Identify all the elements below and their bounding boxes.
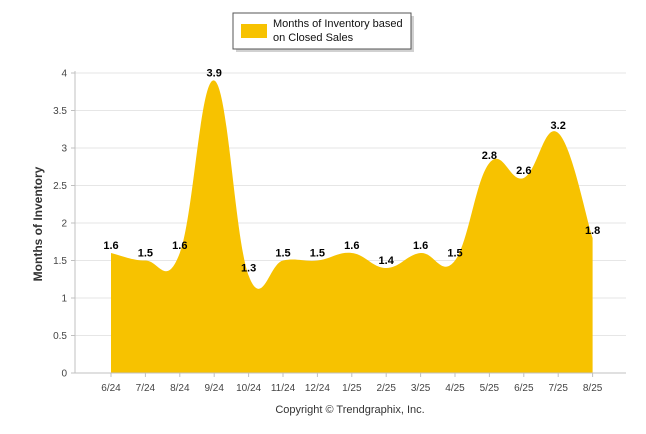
y-tick-label: 1 xyxy=(61,294,67,305)
data-labels: 1.6 1.5 1.6 3.9 1.3 1.5 1.5 1.6 1.4 1.6 1.5 2.8 2.6 3… xyxy=(103,68,600,275)
copyright-credit: Copyright © Trendgraphix, Inc. xyxy=(275,404,424,416)
y-tick-label: 2 xyxy=(61,219,67,230)
y-tick-label: 4 xyxy=(61,69,67,80)
x-tick-label: 11/24 xyxy=(271,383,296,394)
x-tick-label: 8/25 xyxy=(583,383,603,394)
x-tick-label: 8/24 xyxy=(170,383,190,394)
legend: Months of Inventory based on Closed Sale… xyxy=(232,12,414,52)
x-tick-label: 2/25 xyxy=(376,383,396,394)
x-tick-label: 7/25 xyxy=(548,383,568,394)
x-tick-label: 6/25 xyxy=(514,383,534,394)
data-label: 1.5 xyxy=(310,248,325,260)
x-tick-label: 4/25 xyxy=(445,383,465,394)
y-axis-title: Months of Inventory xyxy=(31,166,45,281)
data-label: 3.2 xyxy=(551,120,566,132)
legend-swatch xyxy=(241,24,267,38)
legend-label-line-1: Months of Inventory based xyxy=(273,18,403,30)
data-label: 2.6 xyxy=(516,165,531,177)
y-tick-label: 3.5 xyxy=(53,106,67,117)
x-tick-label: 1/25 xyxy=(342,383,362,394)
data-label: 1.4 xyxy=(379,255,395,267)
data-label: 1.5 xyxy=(138,248,153,260)
data-label: 1.5 xyxy=(447,248,462,260)
data-label: 1.6 xyxy=(413,240,428,252)
data-label: 1.6 xyxy=(103,240,118,252)
y-tick-label: 1.5 xyxy=(53,256,67,267)
axes: 0 0.5 1 1.5 2 2.5 3 3.5 4 6/24 7/24 8/24 9/24 10/24 11… xyxy=(53,69,626,394)
data-label: 1.5 xyxy=(275,248,290,260)
data-label: 1.6 xyxy=(344,240,359,252)
data-label: 3.9 xyxy=(207,68,222,80)
y-tick-label: 3 xyxy=(61,144,67,155)
plot-area xyxy=(111,80,593,374)
y-tick-label: 2.5 xyxy=(53,181,67,192)
data-label: 1.3 xyxy=(241,263,256,275)
x-tick-label: 12/24 xyxy=(305,383,330,394)
x-tick-label: 6/24 xyxy=(101,383,121,394)
legend-label-line-2: on Closed Sales xyxy=(273,32,354,44)
x-tick-label: 3/25 xyxy=(411,383,431,394)
x-tick-label: 7/24 xyxy=(136,383,156,394)
data-label: 1.6 xyxy=(172,240,187,252)
series-area xyxy=(111,80,593,374)
y-tick-label: 0.5 xyxy=(53,331,67,342)
x-tick-label: 5/25 xyxy=(480,383,500,394)
data-label: 2.8 xyxy=(482,150,497,162)
x-tick-label: 10/24 xyxy=(236,383,261,394)
x-tick-label: 9/24 xyxy=(204,383,224,394)
y-tick-label: 0 xyxy=(61,369,67,380)
data-label: 1.8 xyxy=(585,225,600,237)
